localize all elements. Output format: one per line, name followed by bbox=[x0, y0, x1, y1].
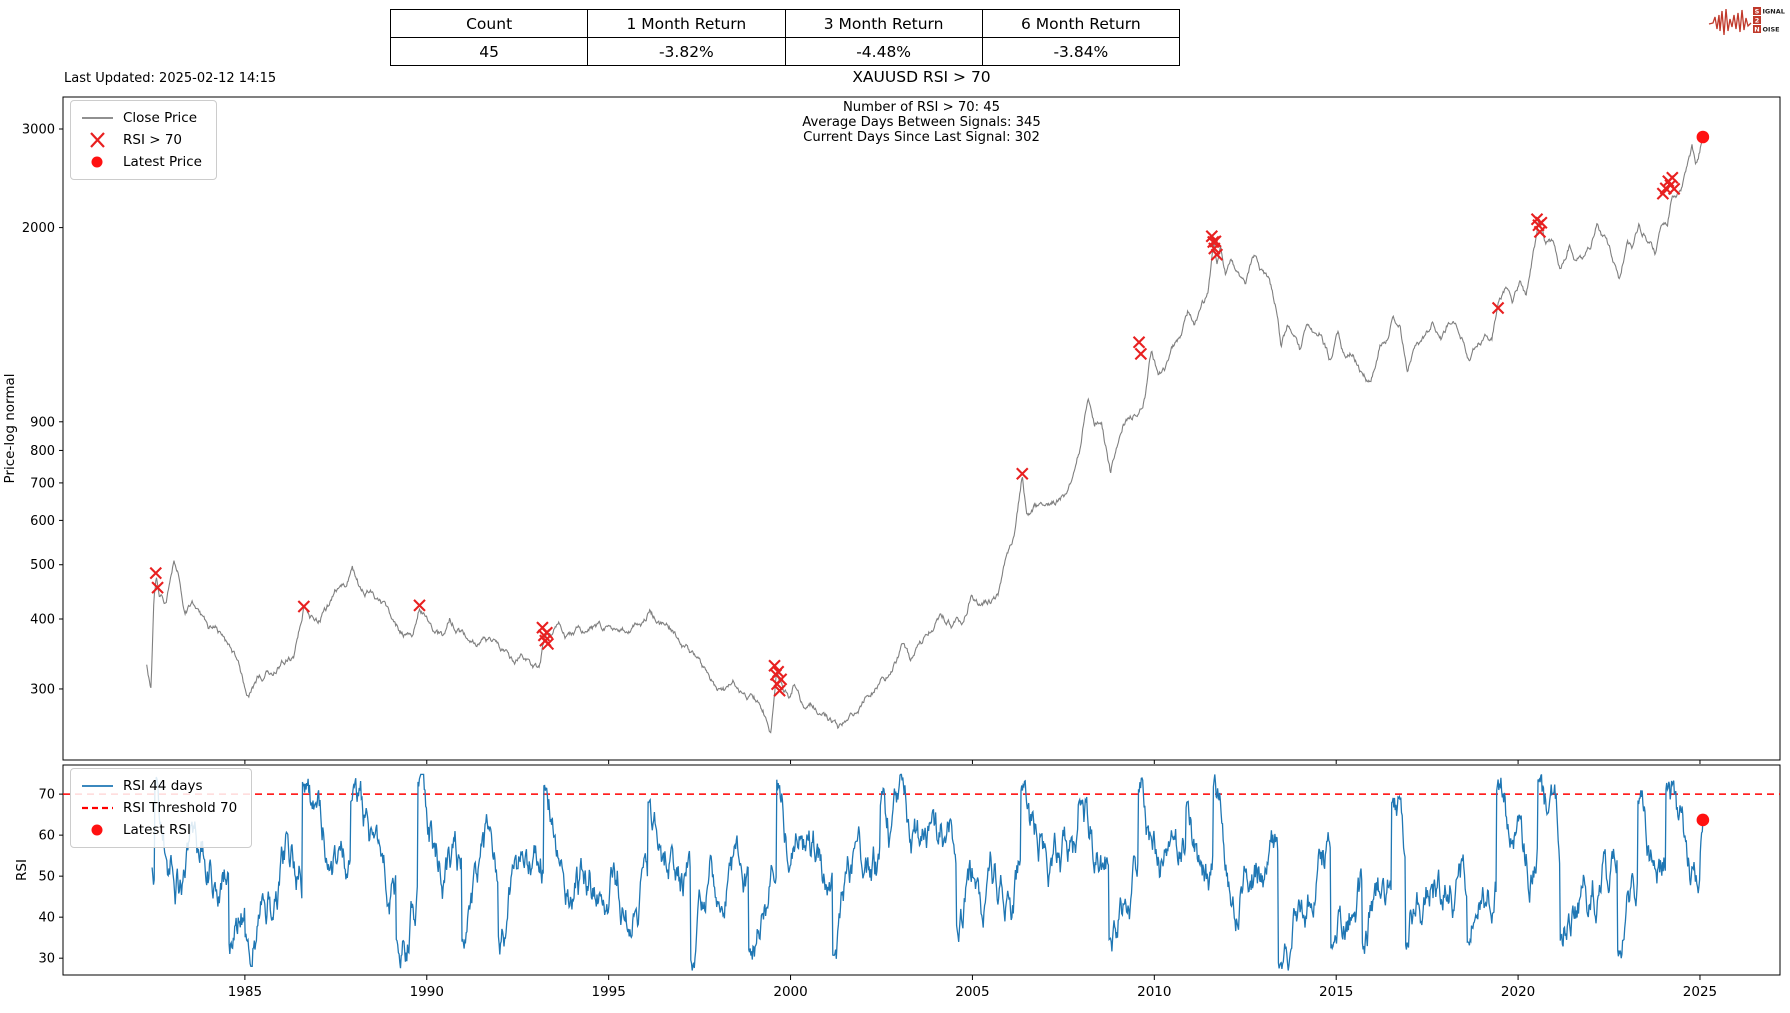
dot-marker-icon bbox=[81, 823, 114, 837]
price-y-tick-label: 500 bbox=[30, 558, 55, 573]
x-tick-label: 2015 bbox=[1319, 984, 1353, 1000]
legend-label: RSI Threshold 70 bbox=[123, 800, 238, 816]
legend-entry: Close Price bbox=[81, 107, 202, 129]
logo-text: OISE bbox=[1763, 26, 1780, 34]
rsi-signal-x-marker bbox=[773, 684, 786, 697]
signal-markers bbox=[149, 171, 1681, 697]
x-tick-label: 1990 bbox=[410, 984, 444, 1000]
latest-price-marker bbox=[1696, 130, 1710, 144]
price-y-tick-label: 700 bbox=[30, 476, 55, 491]
x-tick-label: 1995 bbox=[591, 984, 625, 1000]
price-line bbox=[146, 136, 1704, 734]
stats-header-cell: 6 Month Return bbox=[981, 9, 1181, 38]
stats-value-cell: 45 bbox=[389, 37, 589, 66]
legend-entry: Latest Price bbox=[81, 151, 202, 173]
x-marker-icon bbox=[81, 132, 114, 148]
rsi-y-tick-label: 30 bbox=[38, 952, 55, 967]
signal-stats-annotation: Number of RSI > 70: 45 Average Days Betw… bbox=[63, 100, 1780, 146]
rsi-signal-x-marker bbox=[149, 566, 163, 580]
dot-marker-icon bbox=[81, 155, 114, 169]
logo-text: IGNAL bbox=[1763, 8, 1785, 16]
stats-table: Count 1 Month Return 3 Month Return 6 Month… bbox=[389, 9, 1181, 66]
rsi-axes-frame bbox=[62, 764, 1781, 976]
annotation-count: Number of RSI > 70: 45 bbox=[842, 100, 1001, 115]
line-swatch-icon bbox=[81, 111, 114, 125]
legend-entry: Latest RSI bbox=[81, 819, 237, 841]
rsi-signal-x-marker bbox=[1666, 171, 1679, 185]
rsi-line bbox=[151, 773, 1704, 971]
dashed-line-swatch-icon bbox=[81, 801, 114, 815]
price-legend: Close Price RSI > 70 Latest Price bbox=[70, 100, 217, 180]
legend-label: Latest RSI bbox=[123, 822, 191, 838]
price-y-axis-label: Price-log normal bbox=[2, 374, 18, 484]
rsi-y-tick-label: 70 bbox=[38, 788, 55, 803]
rsi-y-tick-label: 50 bbox=[38, 870, 55, 885]
rsi-y-tick-label: 40 bbox=[38, 911, 55, 926]
rsi-signal-x-marker bbox=[1132, 336, 1146, 349]
rsi-y-tick-label: 60 bbox=[38, 829, 55, 844]
rsi-y-axis-label: RSI bbox=[14, 859, 30, 881]
logo-waveform-icon bbox=[1708, 8, 1752, 36]
logo-initial: S bbox=[1755, 8, 1760, 16]
rsi-signal-x-marker bbox=[151, 581, 164, 594]
stats-value-cell: -4.48% bbox=[784, 37, 983, 66]
latest-rsi-marker bbox=[1696, 813, 1710, 827]
rsi-signal-x-marker bbox=[540, 626, 554, 639]
x-tick-label: 2025 bbox=[1683, 984, 1717, 1000]
rsi-signal-x-marker bbox=[1134, 347, 1148, 361]
line-swatch-icon bbox=[81, 779, 114, 793]
rsi-signal-x-marker bbox=[1667, 182, 1681, 196]
rsi-legend: RSI 44 days RSI Threshold 70 Latest RSI bbox=[70, 768, 253, 848]
x-tick-label: 2005 bbox=[955, 984, 989, 1000]
last-updated-label: Last Updated: 2025-02-12 14:15 bbox=[64, 71, 277, 86]
stats-header-row: Count 1 Month Return 3 Month Return 6 Month… bbox=[389, 9, 1181, 38]
logo-initial: 2 bbox=[1755, 17, 1760, 25]
stats-header-cell: Count bbox=[389, 9, 589, 38]
price-y-tick-label: 600 bbox=[30, 514, 55, 529]
legend-entry: RSI Threshold 70 bbox=[81, 797, 237, 819]
logo-letter-box bbox=[1753, 25, 1761, 33]
stats-value-row: 45 -3.82% -4.48% -3.84% bbox=[389, 37, 1181, 66]
rsi-signal-x-marker bbox=[413, 599, 426, 612]
x-tick-label: 2010 bbox=[1137, 984, 1171, 1000]
logo-letter-box bbox=[1753, 16, 1761, 24]
rsi-signal-x-marker bbox=[1209, 235, 1222, 248]
legend-label: Latest Price bbox=[123, 154, 202, 170]
price-y-tick-label: 900 bbox=[30, 415, 55, 430]
rsi-signal-x-marker bbox=[771, 665, 785, 678]
stats-value-cell: -3.82% bbox=[587, 37, 786, 66]
rsi-signal-x-marker bbox=[541, 637, 555, 651]
legend-label: RSI > 70 bbox=[123, 132, 183, 148]
legend-entry: RSI 44 days bbox=[81, 775, 237, 797]
rsi-signal-x-marker bbox=[1491, 301, 1505, 315]
rsi-signal-x-marker bbox=[1016, 467, 1029, 480]
logo-initial: N bbox=[1754, 26, 1759, 34]
price-y-tick-label: 3000 bbox=[22, 123, 55, 138]
price-y-tick-label: 400 bbox=[30, 612, 55, 627]
x-tick-label: 1985 bbox=[228, 984, 262, 1000]
rsi-signal-x-marker bbox=[1210, 248, 1224, 261]
annotation-days-since: Current Days Since Last Signal: 302 bbox=[803, 129, 1040, 145]
legend-label: RSI 44 days bbox=[123, 778, 203, 794]
legend-entry: RSI > 70 bbox=[81, 129, 202, 151]
x-tick-label: 2020 bbox=[1501, 984, 1535, 1000]
price-axes-frame bbox=[62, 96, 1781, 761]
rsi-signal-x-marker bbox=[1535, 216, 1548, 230]
logo-letter-box bbox=[1753, 7, 1761, 15]
rsi-signal-x-marker bbox=[774, 673, 788, 686]
price-y-tick-label: 800 bbox=[30, 444, 55, 459]
legend-label: Close Price bbox=[123, 110, 197, 126]
annotation-average-days: Average Days Between Signals: 345 bbox=[802, 114, 1041, 130]
price-y-tick-label: 300 bbox=[30, 682, 55, 697]
rsi-signal-x-marker bbox=[297, 600, 311, 613]
x-tick-label: 2000 bbox=[773, 984, 807, 1000]
price-y-tick-label: 2000 bbox=[22, 221, 55, 236]
chart-title: XAUUSD RSI > 70 bbox=[852, 68, 991, 86]
stats-value-cell: -3.84% bbox=[981, 37, 1181, 66]
signal2noise-logo: S IGNAL 2 N OISE bbox=[1707, 2, 1787, 42]
